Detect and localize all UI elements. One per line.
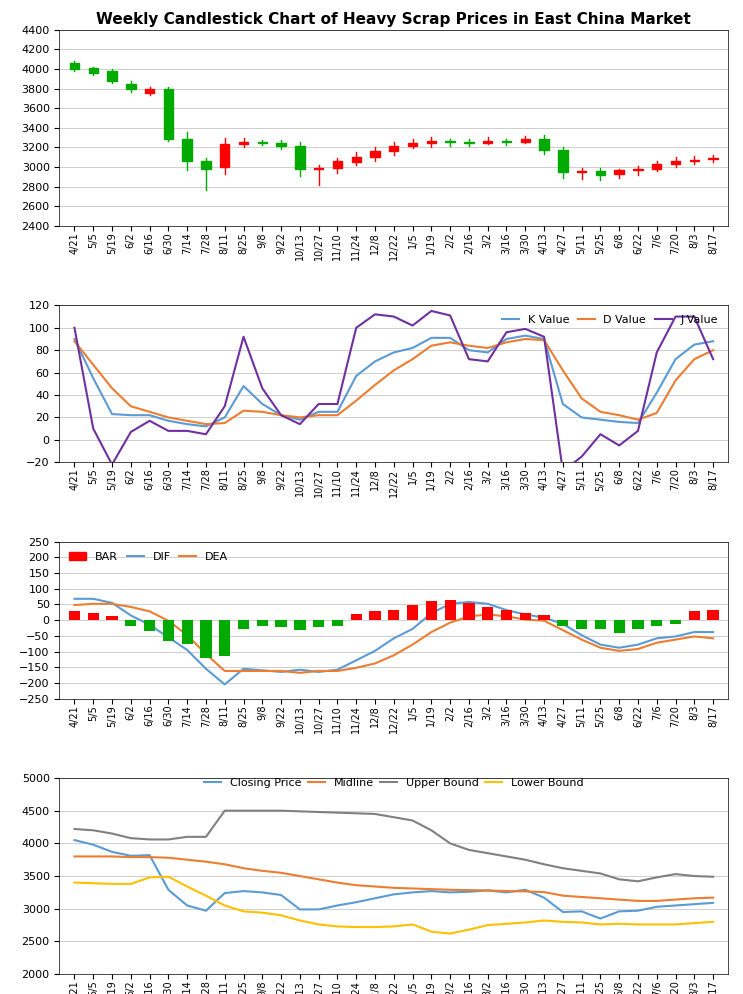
Bar	[407, 605, 418, 620]
Bar	[690, 160, 699, 161]
Bar	[689, 611, 700, 620]
Bar	[389, 145, 398, 151]
Bar	[163, 88, 173, 139]
Bar	[69, 611, 80, 620]
Bar	[426, 600, 437, 620]
Bar	[408, 142, 418, 145]
Bar	[219, 620, 230, 656]
Bar	[70, 64, 80, 69]
Bar	[707, 610, 718, 620]
Bar	[313, 620, 324, 627]
Bar	[652, 164, 661, 169]
Bar	[351, 157, 361, 162]
Bar	[163, 620, 174, 640]
Bar	[539, 615, 550, 620]
Bar	[595, 620, 606, 629]
Bar	[558, 150, 568, 172]
Bar	[482, 607, 493, 620]
Bar	[183, 139, 192, 161]
Bar	[295, 145, 305, 169]
Bar	[351, 614, 362, 620]
Bar	[708, 158, 718, 159]
Legend: K Value, D Value, J Value: K Value, D Value, J Value	[498, 311, 723, 330]
Bar	[276, 142, 286, 145]
Bar	[632, 620, 643, 629]
Bar	[614, 620, 625, 633]
Bar	[107, 71, 117, 81]
Bar	[201, 620, 212, 658]
Bar	[332, 620, 343, 626]
Bar	[145, 88, 155, 92]
Bar	[370, 151, 380, 157]
Bar	[444, 599, 455, 620]
Bar	[596, 171, 605, 175]
Bar	[256, 620, 268, 626]
Bar	[333, 161, 342, 168]
Bar	[88, 613, 99, 620]
Bar	[88, 68, 98, 73]
Bar	[464, 603, 475, 620]
Bar	[144, 620, 155, 631]
Legend: BAR, DIF, DEA: BAR, DIF, DEA	[65, 548, 233, 567]
Bar	[539, 139, 549, 150]
Bar	[519, 613, 531, 620]
Bar	[294, 620, 305, 629]
Bar	[220, 143, 230, 167]
Legend: Closing Price, Midline, Upper Bound, Lower Bound: Closing Price, Midline, Upper Bound, Low…	[200, 773, 588, 792]
Bar	[201, 161, 211, 169]
Bar	[369, 611, 380, 620]
Bar	[238, 620, 249, 629]
Bar	[483, 140, 493, 142]
Bar	[501, 610, 512, 620]
Bar	[651, 620, 663, 626]
Bar	[388, 610, 400, 620]
Bar	[521, 139, 530, 141]
Bar	[106, 616, 117, 620]
Bar	[239, 141, 248, 143]
Bar	[126, 83, 135, 88]
Bar	[125, 620, 137, 626]
Bar	[557, 620, 568, 626]
Bar	[614, 170, 624, 174]
Bar	[276, 620, 287, 627]
Bar	[671, 161, 681, 164]
Bar	[426, 140, 436, 142]
Bar	[670, 620, 681, 624]
Title: Weekly Candlestick Chart of Heavy Scrap Prices in East China Market: Weekly Candlestick Chart of Heavy Scrap …	[97, 12, 691, 27]
Bar	[181, 620, 192, 644]
Bar	[576, 620, 587, 629]
